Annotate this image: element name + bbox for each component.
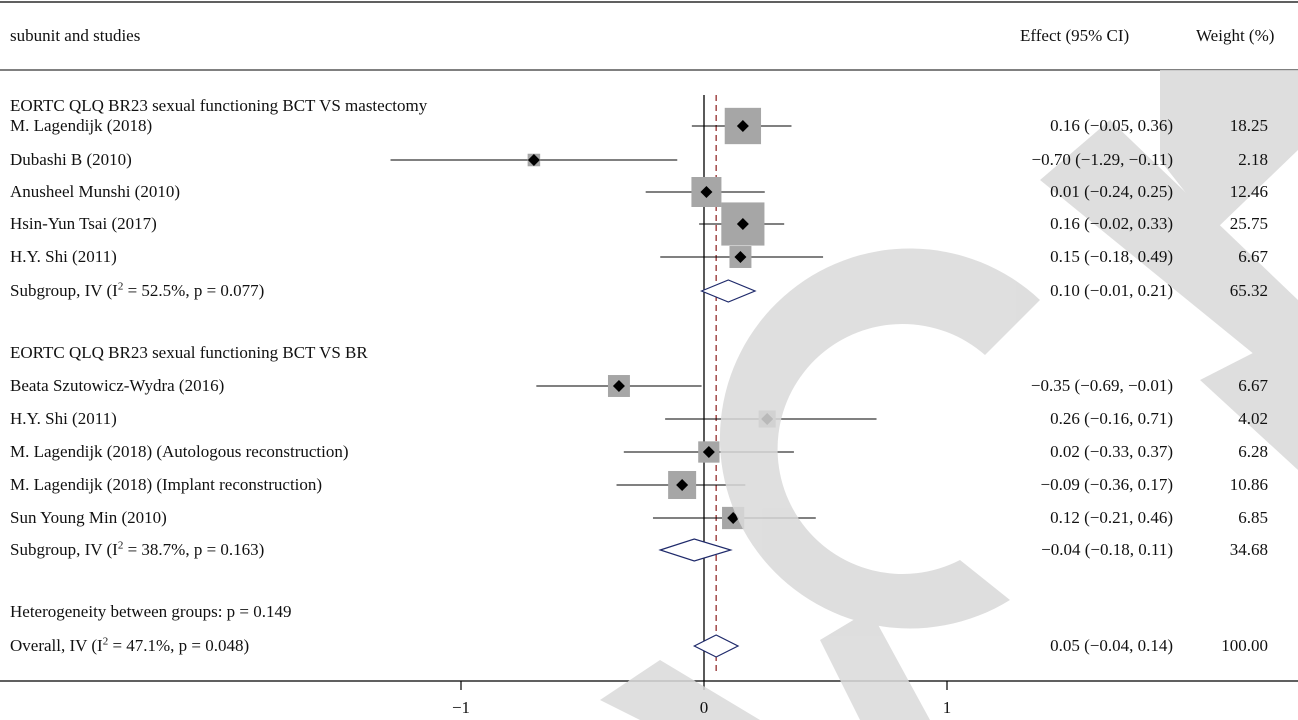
weight-value: 6.85 bbox=[1238, 508, 1268, 527]
effect-ci-value: −0.04 (−0.18, 0.11) bbox=[1041, 540, 1173, 559]
weight-value: 6.67 bbox=[1238, 376, 1268, 395]
effect-ci-value: 0.16 (−0.02, 0.33) bbox=[1050, 214, 1173, 233]
weight-value: 100.00 bbox=[1221, 636, 1268, 655]
weight-value: 12.46 bbox=[1229, 182, 1268, 201]
study-point-estimate bbox=[612, 380, 625, 392]
effect-ci-value: 0.10 (−0.01, 0.21) bbox=[1050, 281, 1173, 300]
row-label: M. Lagendijk (2018) (Implant reconstruct… bbox=[10, 475, 323, 494]
effect-ci-value: −0.70 (−1.29, −0.11) bbox=[1031, 150, 1173, 169]
weight-value: 18.25 bbox=[1229, 116, 1268, 135]
row-label: Subgroup, IV (I2 = 38.7%, p = 0.163) bbox=[10, 539, 265, 559]
weight-value: 4.02 bbox=[1238, 409, 1268, 428]
effect-ci-value: 0.12 (−0.21, 0.46) bbox=[1050, 508, 1173, 527]
header-weight-column: Weight (%) bbox=[1196, 26, 1275, 45]
weight-value: 25.75 bbox=[1229, 214, 1268, 233]
pooled-diamond bbox=[699, 279, 757, 303]
effect-ci-value: 0.05 (−0.04, 0.14) bbox=[1050, 636, 1173, 655]
pooled-diamond bbox=[692, 634, 740, 658]
row-label: EORTC QLQ BR23 sexual functioning BCT VS… bbox=[10, 96, 428, 115]
row-label: Anusheel Munshi (2010) bbox=[10, 182, 180, 201]
row-label: H.Y. Shi (2011) bbox=[10, 409, 117, 428]
study-point-estimate bbox=[527, 154, 540, 166]
effect-ci-value: 0.15 (−0.18, 0.49) bbox=[1050, 247, 1173, 266]
header-label-column: subunit and studies bbox=[10, 26, 141, 45]
study-point-estimate bbox=[736, 120, 749, 132]
weight-value: 10.86 bbox=[1229, 475, 1268, 494]
row-label: Beata Szutowicz-Wydra (2016) bbox=[10, 376, 225, 395]
effect-ci-value: 0.26 (−0.16, 0.71) bbox=[1050, 409, 1173, 428]
weight-value: 65.32 bbox=[1229, 281, 1268, 300]
row-label: Overall, IV (I2 = 47.1%, p = 0.048) bbox=[10, 635, 250, 655]
redacted-watermark bbox=[600, 70, 1298, 720]
x-tick-label: −1 bbox=[451, 698, 471, 717]
row-label: H.Y. Shi (2011) bbox=[10, 247, 117, 266]
effect-ci-value: 0.01 (−0.24, 0.25) bbox=[1050, 182, 1173, 201]
effect-ci-value: −0.09 (−0.36, 0.17) bbox=[1040, 475, 1174, 494]
row-label: M. Lagendijk (2018) (Autologous reconstr… bbox=[10, 442, 349, 461]
row-label: Heterogeneity between groups: p = 0.149 bbox=[10, 602, 292, 621]
effect-ci-value: 0.16 (−0.05, 0.36) bbox=[1050, 116, 1173, 135]
study-point-estimate bbox=[700, 186, 713, 198]
study-point-estimate bbox=[736, 218, 749, 230]
effect-ci-value: −0.35 (−0.69, −0.01) bbox=[1030, 376, 1173, 395]
weight-value: 6.67 bbox=[1238, 247, 1268, 266]
x-tick-label: 1 bbox=[942, 698, 952, 717]
weight-value: 2.18 bbox=[1238, 150, 1268, 169]
row-label: Subgroup, IV (I2 = 52.5%, p = 0.077) bbox=[10, 280, 265, 300]
header-effect-column: Effect (95% CI) bbox=[1020, 26, 1130, 45]
pooled-diamond bbox=[658, 538, 733, 562]
x-tick-label: 0 bbox=[699, 698, 709, 717]
study-point-estimate bbox=[676, 479, 689, 491]
effect-ci-value: 0.02 (−0.33, 0.37) bbox=[1050, 442, 1173, 461]
weight-value: 6.28 bbox=[1238, 442, 1268, 461]
row-label: Hsin-Yun Tsai (2017) bbox=[10, 214, 157, 233]
row-label: EORTC QLQ BR23 sexual functioning BCT VS… bbox=[10, 343, 368, 362]
row-label: Dubashi B (2010) bbox=[10, 150, 132, 169]
row-label: Sun Young Min (2010) bbox=[10, 508, 167, 527]
study-point-estimate bbox=[702, 446, 715, 458]
study-point-estimate bbox=[734, 251, 747, 263]
weight-value: 34.68 bbox=[1229, 540, 1268, 559]
row-label: M. Lagendijk (2018) bbox=[10, 116, 153, 135]
